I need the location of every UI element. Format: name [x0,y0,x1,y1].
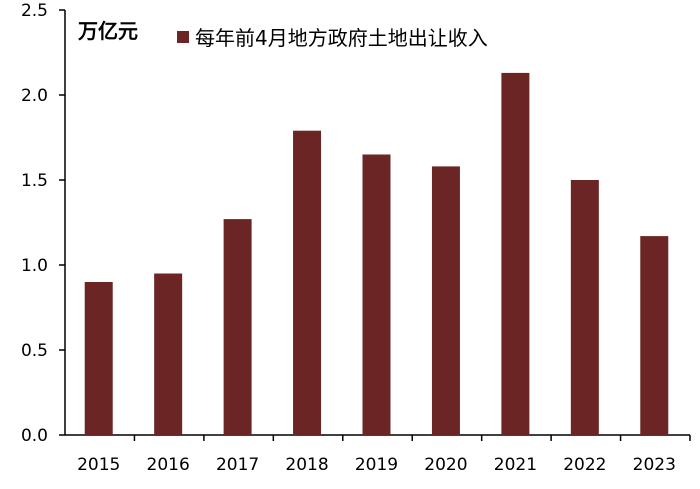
x-tick-label: 2017 [216,455,259,475]
bar-2019 [362,154,391,435]
bar-2023 [640,236,669,435]
y-tick-label: 2.0 [21,86,48,106]
y-tick-label: 2.5 [21,1,48,21]
bar-2018 [293,130,322,435]
y-tick-label: 0.5 [21,341,48,361]
bar-2021 [501,72,530,436]
bar-2017 [223,219,252,435]
x-tick-label: 2022 [563,455,606,475]
x-tick-label: 2020 [424,455,467,475]
x-tick-label: 2023 [633,455,676,475]
legend-swatch [177,31,189,43]
x-tick-label: 2021 [494,455,537,475]
x-tick-label: 2015 [77,455,120,475]
y-tick-labels: 0.0 0.5 1.0 1.5 2.0 2.5 [21,1,48,446]
y-axis-unit-label: 万亿元 [77,19,138,43]
y-tick-label: 0.0 [21,426,48,446]
bar-2015 [84,282,113,435]
bar-2020 [431,166,460,435]
legend-label: 每年前4月地方政府土地出让收入 [195,26,488,50]
x-tick-label: 2019 [355,455,398,475]
bar-2016 [154,273,183,435]
y-tick-label: 1.0 [21,256,48,276]
bars [84,72,669,436]
bar-2022 [570,180,599,435]
x-tick-labels: 2015 2016 2017 2018 2019 2020 2021 2022 2023 [77,455,676,475]
x-tick-label: 2016 [147,455,190,475]
legend: 每年前4月地方政府土地出让收入 [177,26,488,50]
x-tick-label: 2018 [285,455,328,475]
y-tick-label: 1.5 [21,171,48,191]
